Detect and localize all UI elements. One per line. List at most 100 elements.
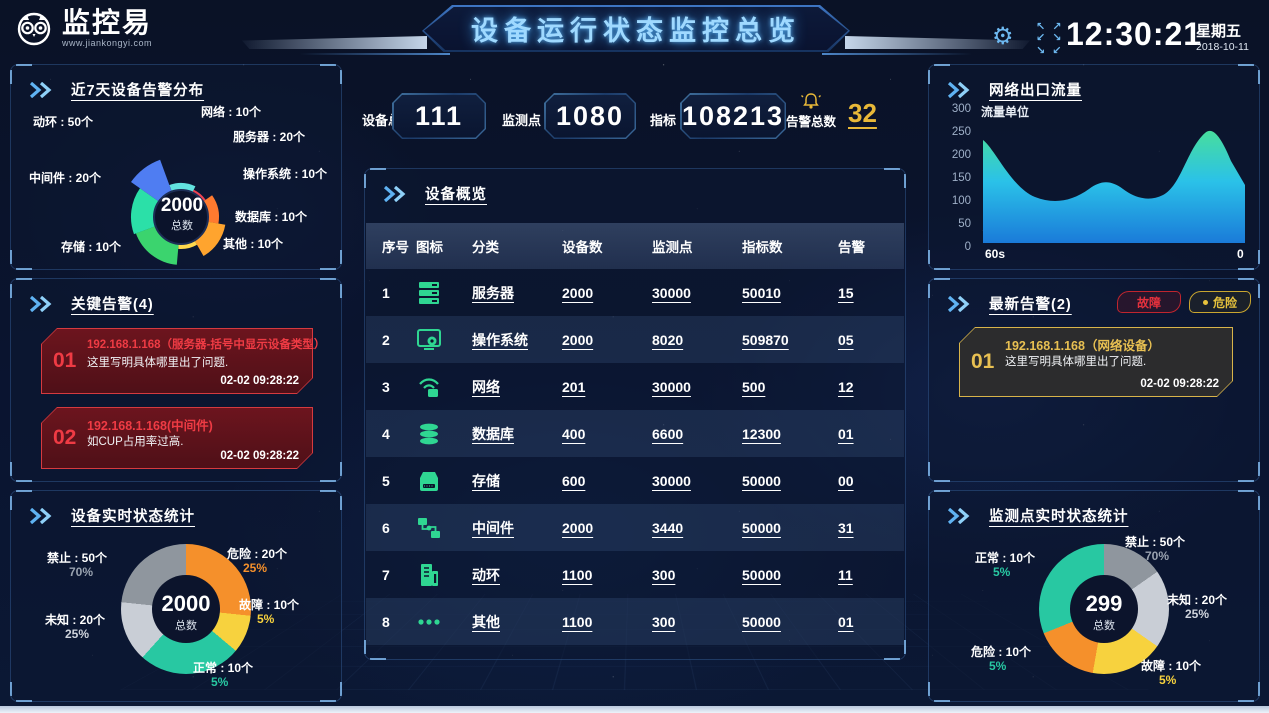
- clock-time: 12:30:21: [1066, 16, 1203, 52]
- category-link[interactable]: 操作系统: [472, 331, 528, 348]
- panel-title-point-status[interactable]: 监测点实时状态统计: [989, 509, 1129, 525]
- donut-label: 故障 : 10个: [1141, 659, 1202, 673]
- donut-center-total: 2000: [161, 591, 211, 616]
- panel-title-alarm-distribution[interactable]: 近7天设备告警分布: [71, 83, 205, 99]
- clock-date: 2018-10-11: [1196, 41, 1249, 53]
- badge-fault-filter[interactable]: 故障: [1117, 291, 1181, 313]
- badge-danger-filter[interactable]: 危险: [1189, 291, 1251, 313]
- alarms-link[interactable]: 15: [838, 284, 854, 301]
- row-index: 1: [382, 284, 390, 301]
- panel-device-status: 设备实时状态统计 2000 总数 禁止 : 50个 70% 危险 : 20个 2…: [10, 490, 342, 702]
- alert-card[interactable]: 01 192.168.1.168（网络设备） 这里写明具体哪里出了问题. 02-…: [959, 327, 1233, 397]
- panel-network-traffic: 网络出口流量 300 250 200 150 100 50 0 流量单位 60s…: [928, 64, 1260, 270]
- rose-label: 动环 : 50个: [33, 115, 94, 129]
- category-link[interactable]: 其他: [472, 613, 500, 630]
- server-icon: [419, 281, 439, 304]
- metrics-link[interactable]: 50000: [742, 613, 781, 630]
- fullscreen-collapse-icon[interactable]: ↘ ↙: [1036, 45, 1064, 57]
- metrics-link[interactable]: 50010: [742, 284, 781, 301]
- alert-card[interactable]: 01 192.168.1.168（服务器-括号中显示设备类型） 这里写明具体哪里…: [41, 328, 325, 394]
- devices-link[interactable]: 400: [562, 425, 586, 442]
- points-link[interactable]: 30000: [652, 472, 691, 489]
- donut-center-label: 总数: [1093, 620, 1115, 632]
- fullscreen-expand-icon[interactable]: ↖ ↗ ↙ ↘: [1036, 21, 1064, 44]
- donut-label: 故障 : 10个: [239, 598, 300, 612]
- devices-link[interactable]: 2000: [562, 519, 594, 536]
- col-header: 监测点: [652, 240, 693, 255]
- points-link[interactable]: 6600: [652, 425, 684, 442]
- stat-box-points: 1080: [544, 93, 636, 139]
- alarms-link[interactable]: 01: [838, 613, 854, 630]
- metrics-link[interactable]: 50000: [742, 472, 781, 489]
- category-link[interactable]: 网络: [472, 378, 500, 395]
- stat-box-devices: 111: [392, 93, 486, 139]
- donut-pct: 5%: [1159, 673, 1177, 687]
- devices-link[interactable]: 2000: [562, 284, 594, 301]
- panel-title-device-overview[interactable]: 设备概览: [425, 187, 487, 203]
- row-index: 7: [382, 566, 390, 583]
- alarms-link[interactable]: 01: [838, 425, 854, 442]
- rose-chart: [130, 159, 226, 265]
- category-link[interactable]: 动环: [472, 566, 500, 583]
- double-chevron-icon: [383, 185, 406, 202]
- donut-pct: 5%: [989, 659, 1007, 673]
- alarms-link[interactable]: 05: [838, 331, 854, 348]
- donut-label: 禁止 : 50个: [1125, 535, 1186, 549]
- alarms-link[interactable]: 31: [838, 519, 854, 536]
- points-link[interactable]: 300: [652, 566, 676, 583]
- double-chevron-icon: [29, 507, 52, 524]
- donut-pct: 70%: [1145, 549, 1170, 563]
- alert-timestamp: 02-02 09:28:22: [220, 375, 299, 387]
- alarm-total-value[interactable]: 32: [848, 98, 877, 128]
- table-row: 5 存储 600 30000 50000 00: [366, 457, 904, 504]
- panel-title-network-traffic[interactable]: 网络出口流量: [989, 83, 1082, 99]
- row-index: 6: [382, 519, 390, 536]
- facility-icon: [421, 563, 438, 586]
- category-link[interactable]: 数据库: [472, 425, 514, 442]
- donut-center-total: 299: [1085, 591, 1123, 616]
- alert-number: 01: [971, 350, 995, 373]
- gear-icon[interactable]: ⚙: [992, 23, 1014, 50]
- points-link[interactable]: 300: [652, 613, 676, 630]
- category-link[interactable]: 中间件: [472, 519, 514, 536]
- panel-title-key-alarms[interactable]: 关键告警(4): [71, 297, 154, 313]
- col-header: 图标: [416, 240, 443, 255]
- double-chevron-icon: [29, 295, 52, 312]
- metrics-link[interactable]: 50000: [742, 566, 781, 583]
- alarms-link[interactable]: 12: [838, 378, 854, 395]
- devices-link[interactable]: 201: [562, 378, 586, 395]
- stat-box-metrics: 108213: [680, 93, 786, 139]
- alert-description: 如CUP占用率过高.: [87, 436, 184, 448]
- devices-link[interactable]: 1100: [562, 566, 593, 583]
- rose-label: 服务器 : 20个: [233, 130, 306, 144]
- rose-label: 数据库 : 10个: [235, 210, 308, 224]
- points-link[interactable]: 8020: [652, 331, 684, 348]
- device-status-donut-chart: [121, 544, 251, 674]
- category-link[interactable]: 存储: [472, 472, 500, 489]
- bottom-edge-strip: [0, 706, 1269, 713]
- logo-subtitle: www.jiankongyi.com: [62, 38, 153, 48]
- panel-title-device-status[interactable]: 设备实时状态统计: [71, 509, 195, 525]
- metrics-link[interactable]: 500: [742, 378, 766, 395]
- alarms-link[interactable]: 00: [838, 472, 854, 489]
- points-link[interactable]: 30000: [652, 284, 691, 301]
- devices-link[interactable]: 1100: [562, 613, 593, 630]
- metrics-link[interactable]: 509870: [742, 331, 789, 348]
- owl-logo-icon: [17, 12, 51, 46]
- metrics-link[interactable]: 12300: [742, 425, 781, 442]
- category-link[interactable]: 服务器: [472, 284, 514, 301]
- donut-pct: 70%: [69, 565, 94, 579]
- metrics-link[interactable]: 50000: [742, 519, 781, 536]
- alarms-link[interactable]: 11: [838, 566, 853, 583]
- devices-link[interactable]: 2000: [562, 331, 594, 348]
- devices-link[interactable]: 600: [562, 472, 586, 489]
- table-row: 6 中间件 2000 3440 50000 31: [366, 504, 904, 551]
- panel-title-latest-alarms[interactable]: 最新告警(2): [989, 297, 1072, 313]
- points-link[interactable]: 30000: [652, 378, 691, 395]
- points-link[interactable]: 3440: [652, 519, 684, 536]
- double-chevron-icon: [947, 295, 970, 312]
- col-header: 告警: [838, 240, 865, 255]
- alert-card[interactable]: 02 192.168.1.168(中间件) 如CUP占用率过高. 02-02 0…: [41, 407, 313, 469]
- donut-label: 未知 : 20个: [1167, 593, 1228, 607]
